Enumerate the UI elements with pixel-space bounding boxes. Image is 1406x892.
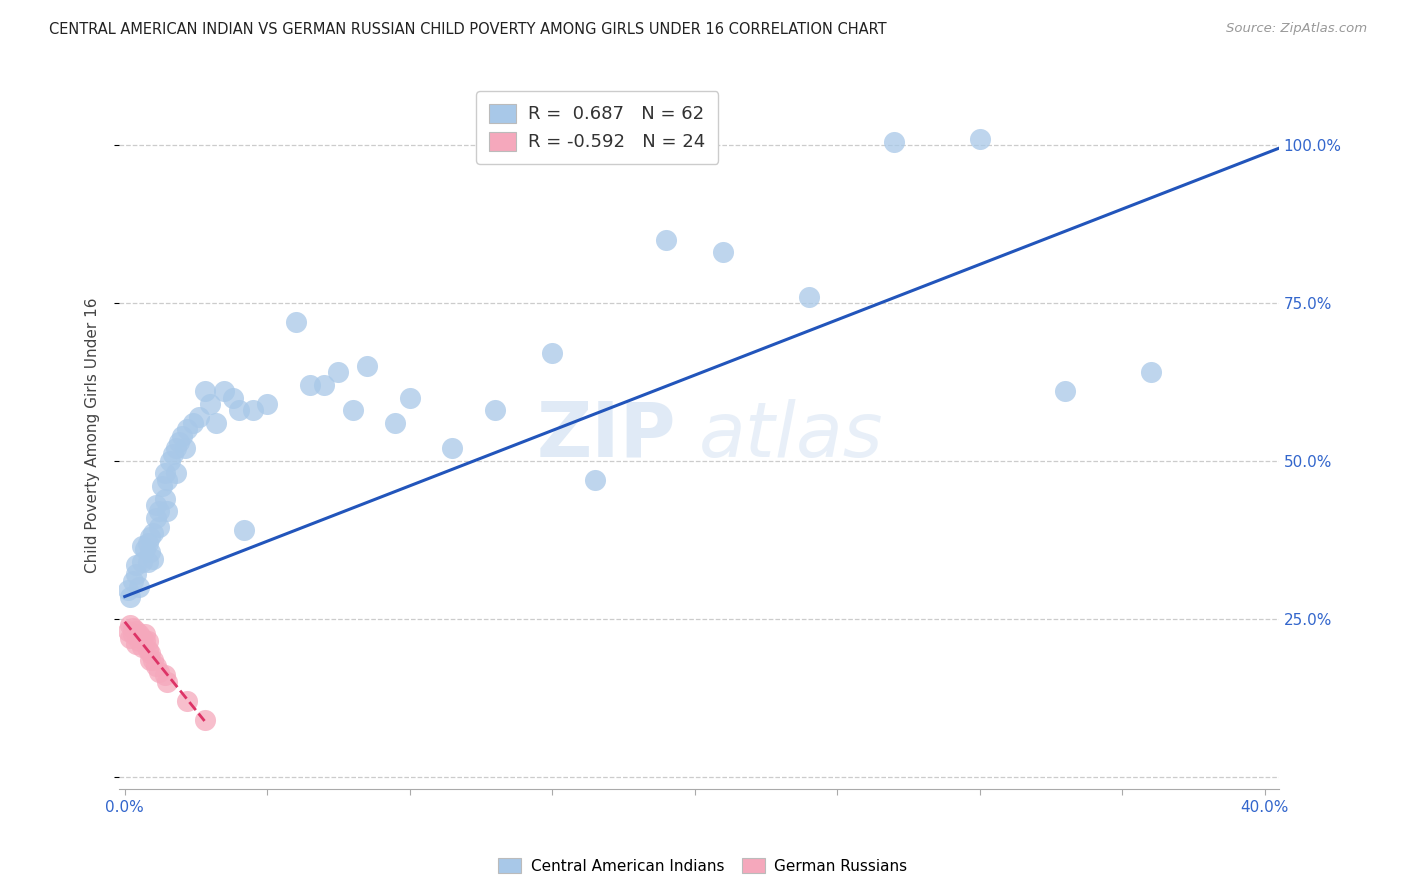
Point (139, 545, 162, 559)
Point (1139, 365, 1161, 379)
Point (128, 580, 150, 594)
Point (384, 416, 406, 430)
Text: CENTRAL AMERICAN INDIAN VS GERMAN RUSSIAN CHILD POVERTY AMONG GIRLS UNDER 16 COR: CENTRAL AMERICAN INDIAN VS GERMAN RUSSIA… (49, 22, 887, 37)
Point (142, 526, 165, 541)
Point (120, 618, 142, 632)
Point (214, 384, 236, 399)
Point (176, 422, 198, 436)
Point (122, 574, 145, 588)
Point (173, 441, 195, 455)
Point (134, 542, 156, 557)
Text: ZIP: ZIP (536, 399, 676, 473)
Point (128, 627, 150, 641)
Point (883, 135, 905, 149)
Point (205, 416, 228, 430)
Point (122, 621, 145, 635)
Point (314, 378, 336, 392)
Point (176, 694, 198, 708)
Point (655, 233, 678, 247)
Point (139, 646, 162, 660)
Point (298, 378, 321, 392)
Point (122, 627, 145, 641)
Point (969, 132, 991, 146)
Point (242, 403, 264, 417)
Point (134, 633, 156, 648)
Point (342, 403, 364, 417)
Point (583, 473, 606, 487)
Point (328, 365, 350, 379)
Point (153, 668, 176, 682)
Point (117, 624, 139, 639)
Point (131, 555, 153, 569)
Point (159, 454, 181, 468)
Point (148, 520, 170, 534)
Point (145, 510, 167, 524)
Point (165, 467, 187, 481)
Point (228, 403, 250, 417)
Point (153, 491, 176, 506)
Legend: R =  0.687   N = 62, R = -0.592   N = 24: R = 0.687 N = 62, R = -0.592 N = 24 (477, 91, 718, 164)
Point (153, 467, 176, 481)
Point (156, 674, 179, 689)
Point (120, 631, 142, 645)
Point (356, 359, 378, 373)
Point (136, 536, 159, 550)
Point (165, 441, 187, 455)
Point (139, 530, 162, 544)
Point (125, 624, 148, 639)
Point (222, 391, 245, 405)
Point (128, 633, 150, 648)
Point (142, 653, 165, 667)
Point (711, 245, 734, 260)
Text: Source: ZipAtlas.com: Source: ZipAtlas.com (1226, 22, 1367, 36)
Point (134, 627, 156, 641)
Point (139, 653, 162, 667)
Point (136, 643, 159, 657)
Point (125, 558, 148, 572)
Point (156, 473, 179, 487)
Point (131, 640, 153, 654)
Point (797, 290, 820, 304)
Point (181, 416, 204, 430)
Legend: Central American Indians, German Russians: Central American Indians, German Russian… (492, 852, 914, 880)
Point (148, 665, 170, 680)
Text: atlas: atlas (699, 399, 883, 473)
Point (187, 409, 209, 424)
Point (150, 479, 173, 493)
Point (233, 523, 256, 537)
Point (541, 346, 564, 360)
Point (120, 590, 142, 604)
Point (398, 391, 420, 405)
Point (117, 583, 139, 598)
Point (167, 434, 190, 449)
Point (125, 567, 148, 582)
Point (1054, 384, 1077, 399)
Point (131, 539, 153, 553)
Point (193, 384, 215, 399)
Point (125, 637, 148, 651)
Point (193, 713, 215, 727)
Point (148, 504, 170, 518)
Point (200, 397, 222, 411)
Point (145, 498, 167, 512)
Point (284, 315, 307, 329)
Point (145, 659, 167, 673)
Y-axis label: Child Poverty Among Girls Under 16: Child Poverty Among Girls Under 16 (86, 298, 100, 574)
Point (156, 504, 179, 518)
Point (162, 447, 184, 461)
Point (136, 555, 159, 569)
Point (136, 633, 159, 648)
Point (142, 551, 165, 566)
Point (170, 428, 193, 442)
Point (441, 441, 464, 455)
Point (484, 403, 506, 417)
Point (131, 631, 153, 645)
Point (256, 397, 278, 411)
